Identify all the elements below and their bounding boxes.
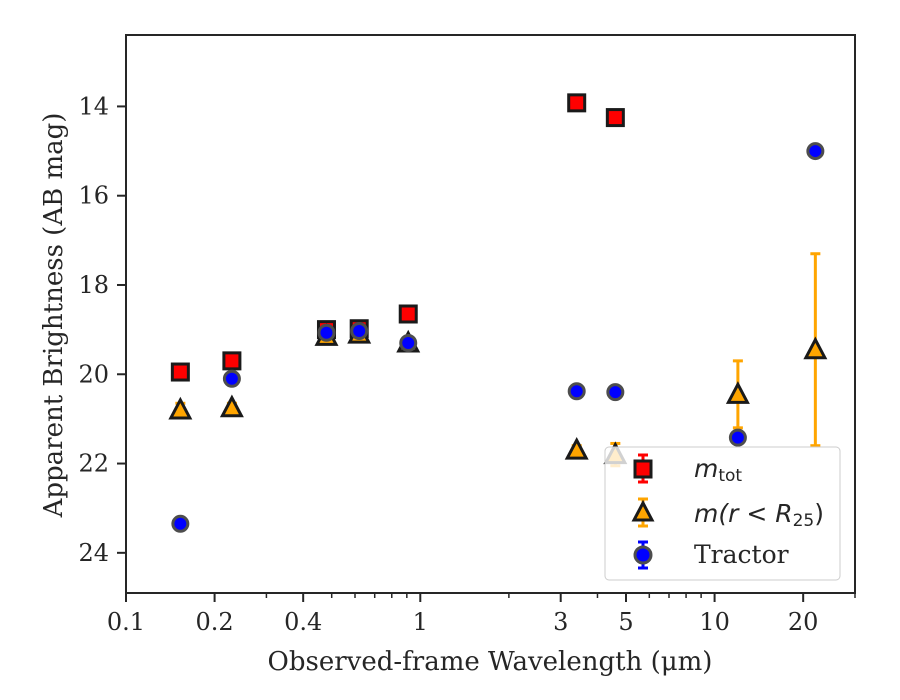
mr25-marker — [219, 394, 244, 418]
y-tick-label: 16 — [78, 182, 109, 210]
mtot-marker — [170, 362, 190, 382]
tractor-marker — [728, 428, 747, 447]
axis-ticks: 0.1 0.2 0.4 1 3 5 10 20 14 16 18 20 22 24 — [78, 92, 856, 636]
plot-frame — [125, 34, 856, 594]
x-tick-label: 3 — [553, 608, 568, 636]
legend: mtot m(r < R25) Tractor — [604, 446, 841, 581]
mtot-marker — [567, 93, 587, 113]
tractor-marker — [317, 323, 336, 342]
y-tick-label: 22 — [78, 450, 109, 478]
mr25-marker — [803, 336, 828, 360]
legend-mr25-marker — [631, 499, 655, 522]
legend-mtot-marker — [633, 459, 653, 479]
mtot-marker — [222, 351, 242, 371]
legend-tractor-label: Tractor — [694, 540, 789, 569]
mr25-marker — [168, 396, 193, 420]
tractor-marker — [399, 334, 418, 353]
y-tick-label: 14 — [78, 92, 109, 120]
tractor-marker — [222, 369, 241, 388]
x-tick-label: 10 — [699, 608, 730, 636]
tractor-marker — [806, 142, 825, 161]
mr25-marker — [725, 381, 750, 404]
tractor-marker — [171, 514, 190, 533]
mtot-marker — [398, 304, 418, 324]
y-tick-label: 20 — [78, 360, 109, 388]
x-tick-label: 20 — [788, 608, 819, 636]
tractor-marker — [350, 321, 369, 340]
x-tick-label: 5 — [618, 608, 633, 636]
tractor-marker — [567, 382, 586, 401]
y-axis-title: Apparent Brightness (AB mag) — [39, 113, 69, 519]
tractor-marker — [606, 383, 625, 402]
data-markers — [168, 93, 828, 533]
legend-mr25-label: m(r < R25) — [694, 499, 824, 531]
x-tick-label: 0.2 — [196, 608, 234, 636]
legend-box — [604, 446, 841, 581]
mtot-marker — [605, 108, 625, 128]
legend-tractor-marker — [633, 545, 653, 565]
x-tick-label: 0.1 — [107, 608, 145, 636]
x-axis-title: Observed-frame Wavelength (μm) — [268, 647, 713, 677]
x-tick-label: 1 — [413, 608, 428, 636]
y-tick-label: 18 — [78, 271, 109, 299]
legend-mtot-label: mtot — [694, 454, 742, 486]
y-tick-label: 24 — [78, 539, 109, 567]
x-tick-label: 0.4 — [284, 608, 322, 636]
mr25-marker — [564, 436, 589, 460]
